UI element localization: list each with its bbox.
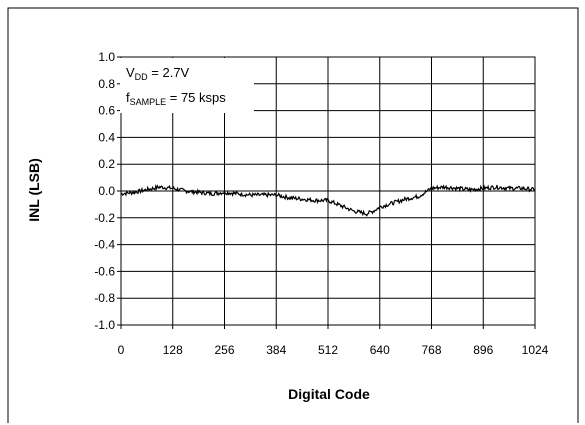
y-tick-labels: 1.0 0.8 0.6 0.4 0.2 0.0 -0.2 -0.4 -0.6 -0.8 -1.0 xyxy=(94,50,115,332)
y-tick-label: -1.0 xyxy=(94,318,115,332)
annotation-box xyxy=(120,58,254,113)
y-tick-label: -0.6 xyxy=(94,264,115,278)
x-tick-label: 384 xyxy=(266,343,286,357)
y-tick-label: -0.4 xyxy=(94,238,115,252)
y-tick-label: 0.6 xyxy=(98,104,115,118)
x-tick-label: 256 xyxy=(214,343,234,357)
x-tick-label: 1024 xyxy=(522,343,549,357)
y-tick-label: -0.2 xyxy=(94,211,115,225)
y-tick-label: 0.2 xyxy=(98,157,115,171)
y-axis-title: INL (LSB) xyxy=(26,158,42,222)
inl-series-line xyxy=(120,183,536,217)
outer-border xyxy=(7,7,579,423)
x-tick-label: 768 xyxy=(421,343,441,357)
y-tick-label: 0.0 xyxy=(98,184,115,198)
x-tick-label: 640 xyxy=(370,343,390,357)
x-axis-title: Digital Code xyxy=(288,386,370,402)
annotation-line-1: VDD = 2.7V xyxy=(126,65,190,82)
x-tick-label: 896 xyxy=(473,343,493,357)
series-group xyxy=(120,183,536,217)
x-tick-label: 128 xyxy=(163,343,183,357)
x-tick-labels: 0 128 256 384 512 640 768 896 1024 xyxy=(118,343,549,357)
x-tick-label: 512 xyxy=(318,343,338,357)
y-tick-label: -0.8 xyxy=(94,291,115,305)
annotation-line-2: fSAMPLE = 75 ksps xyxy=(126,90,226,107)
y-tick-label: 1.0 xyxy=(98,50,115,64)
x-tick-label: 0 xyxy=(118,343,125,357)
y-tick-label: 0.4 xyxy=(98,130,115,144)
y-tick-label: 0.8 xyxy=(98,77,115,91)
axis-ticks xyxy=(117,56,536,329)
